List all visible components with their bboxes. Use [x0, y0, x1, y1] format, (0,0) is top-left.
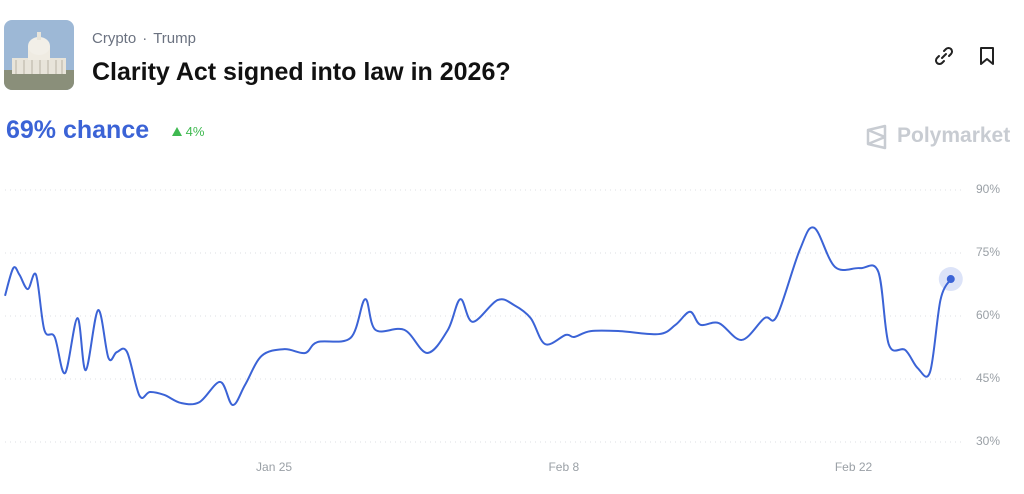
y-tick-label: 90% [976, 182, 1000, 196]
x-tick-label: Feb 8 [548, 460, 579, 474]
brand-logo [866, 124, 887, 150]
up-arrow [172, 127, 182, 136]
y-tick-label: 30% [976, 434, 1000, 448]
price-line [4, 226, 952, 407]
y-tick-label: 60% [976, 308, 1000, 322]
tag-link[interactable]: Trump [153, 30, 196, 47]
breadcrumbs: Crypto · Trump [92, 30, 202, 47]
change-value: 4% [185, 124, 205, 139]
chance: 69% chance [6, 116, 150, 144]
x-tick-label: Feb 22 [835, 460, 873, 474]
y-tick-label: 45% [976, 371, 1000, 385]
brand: Polymarket [897, 124, 1011, 147]
change: 4% [172, 124, 204, 139]
y-tick-label: 75% [976, 245, 1000, 259]
x-tick-label: Jan 25 [256, 460, 292, 474]
current-point [946, 275, 955, 284]
market-image [4, 20, 74, 90]
market-title: Clarity Act signed into law in 2026? [92, 58, 511, 86]
category-link[interactable]: Crypto [92, 30, 137, 47]
bookmark-button[interactable] [977, 45, 997, 67]
link-button[interactable] [933, 45, 955, 67]
separator: · [142, 30, 148, 47]
